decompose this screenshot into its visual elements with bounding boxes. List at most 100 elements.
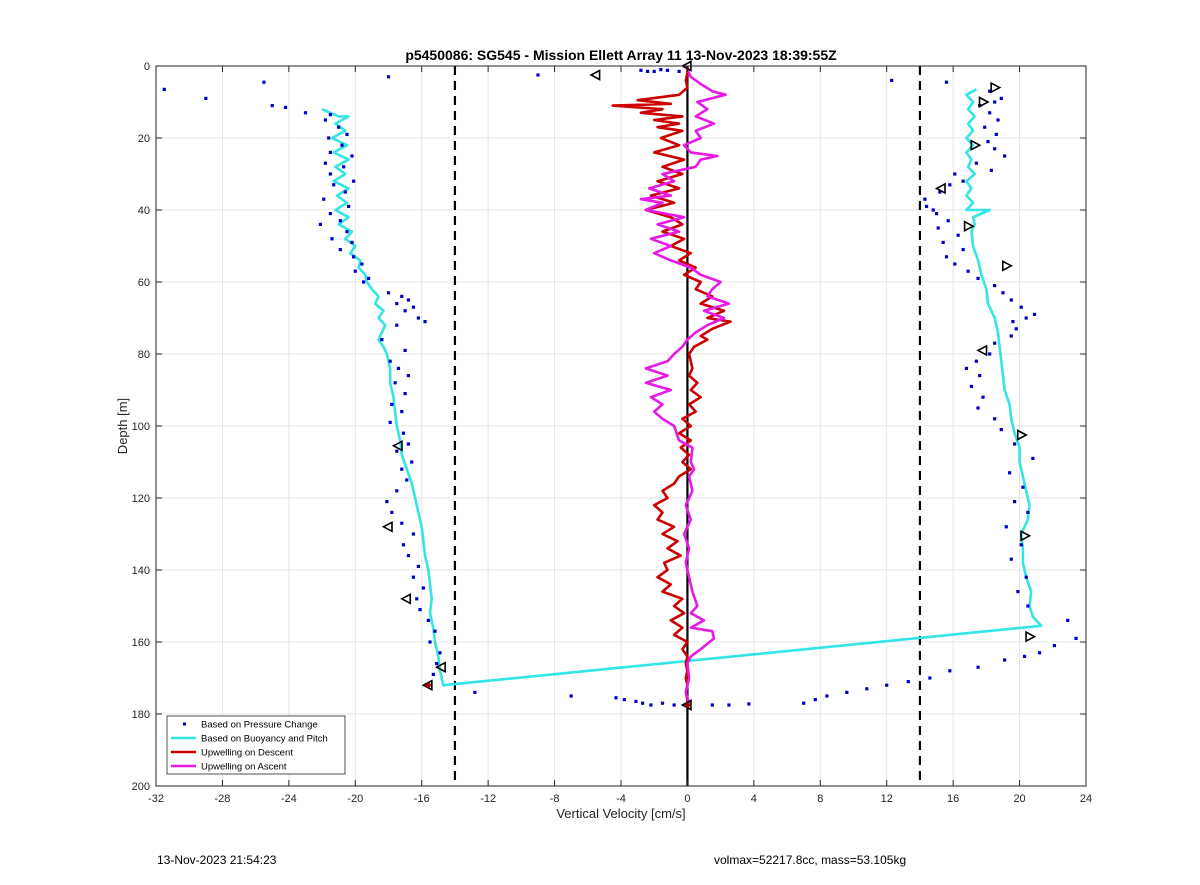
y-tick-label: 40 [138, 205, 150, 217]
pressure-point [1011, 320, 1015, 324]
pressure-point [352, 255, 356, 259]
pressure-point [974, 359, 978, 363]
pressure-point [406, 374, 411, 378]
pressure-point [1009, 557, 1013, 561]
series-upwelling-on-ascent [639, 69, 731, 704]
pressure-point [1024, 575, 1028, 579]
pressure-point [1024, 316, 1028, 320]
pressure-point [415, 597, 419, 601]
pressure-point [964, 366, 969, 370]
x-tick-label: -8 [550, 793, 560, 805]
y-tick-label: 80 [138, 349, 150, 361]
triangle-marker [934, 182, 946, 195]
legend-box [166, 715, 346, 775]
pressure-point [416, 316, 420, 320]
pressure-point [645, 69, 650, 73]
endpoint-marker [425, 682, 431, 688]
pressure-point [993, 284, 997, 288]
series-line [639, 69, 731, 704]
pressure-point [953, 262, 957, 266]
pressure-point [936, 226, 940, 230]
pressure-point [386, 75, 391, 79]
series-triangle-markers-black-outline [381, 60, 1037, 711]
x-tick-label: -12 [480, 793, 496, 805]
pressure-point [435, 662, 439, 666]
pressure-point [410, 460, 414, 464]
pressure-point [865, 687, 869, 691]
pressure-point [993, 100, 997, 104]
triangle-marker [990, 81, 1002, 94]
x-tick-label: 24 [1080, 793, 1092, 805]
pressure-point [665, 68, 670, 72]
pressure-point [360, 262, 364, 266]
pressure-point [327, 136, 331, 140]
pressure-point [747, 702, 751, 706]
x-tick-label: 16 [947, 793, 959, 805]
y-tick-label: 180 [132, 709, 150, 721]
pressure-point [660, 701, 665, 705]
pressure-point [993, 341, 997, 345]
pressure-point [640, 701, 645, 705]
pressure-point [994, 132, 998, 136]
pressure-point [1021, 485, 1025, 489]
pressure-point [1012, 500, 1017, 504]
pressure-point [406, 554, 411, 558]
pressure-point [350, 154, 354, 158]
pressure-point [401, 431, 406, 435]
legend-item-based-on-pressure-change: Based on Pressure Change [183, 720, 318, 731]
pressure-point [981, 395, 985, 399]
pressure-point [614, 696, 618, 700]
pressure-point [395, 489, 399, 493]
pressure-point [322, 197, 326, 201]
pressure-point [988, 89, 992, 93]
pressure-point [347, 204, 351, 208]
triangle-marker [963, 220, 975, 233]
pressure-point [411, 532, 416, 536]
legend-label: Upwelling on Descent [201, 748, 293, 759]
pressure-point [1037, 651, 1042, 655]
pressure-point [416, 564, 420, 568]
pressure-point [996, 118, 1000, 122]
pressure-point [993, 147, 997, 151]
triangle-marker [381, 520, 393, 533]
pressure-point [999, 428, 1003, 432]
pressure-point [634, 699, 638, 703]
pressure-point [318, 222, 323, 226]
pressure-point [938, 190, 942, 194]
pressure-point [1019, 305, 1023, 309]
pressure-point [659, 68, 663, 72]
pressure-point [622, 698, 626, 702]
pressure-point [395, 302, 399, 306]
y-tick-label: 140 [132, 565, 150, 577]
axis-ticks: -32 -28 -24 -20 -16 -12 -8 -4 0 4 8 12 16 20 24 0 20 40 60… [132, 61, 1092, 805]
triangle-marker [978, 96, 990, 108]
pressure-point [283, 105, 288, 109]
x-tick-label: -28 [214, 793, 230, 805]
triangle-marker [391, 439, 403, 452]
pressure-point [931, 208, 935, 212]
x-tick-label: 8 [817, 793, 823, 805]
triangle-marker [1016, 429, 1028, 441]
pressure-point [988, 111, 992, 115]
pressure-point [401, 543, 406, 547]
legend-label: Based on Buoyancy and Pitch [201, 734, 328, 745]
legend-item-based-on-buoyancy-and-pitch: Based on Buoyancy and Pitch [171, 734, 328, 745]
series-group [162, 60, 1078, 711]
triangle-marker [970, 139, 982, 152]
footer-timestamp: 13-Nov-2023 21:54:23 [157, 853, 277, 867]
pressure-point [989, 168, 993, 172]
pressure-point [976, 665, 980, 669]
pressure-point [649, 703, 653, 707]
pressure-point [406, 298, 411, 302]
pressure-point [337, 125, 341, 129]
triangle-marker [1001, 259, 1013, 272]
pressure-point [162, 87, 166, 91]
pressure-point [710, 703, 714, 707]
x-tick-label: -24 [281, 793, 297, 805]
pressure-point [923, 197, 927, 201]
pressure-point [890, 78, 894, 82]
x-axis-label: Vertical Velocity [cm/s] [556, 806, 685, 821]
pressure-point [1012, 442, 1017, 446]
triangle-marker [434, 661, 446, 674]
pressure-point [380, 338, 384, 342]
